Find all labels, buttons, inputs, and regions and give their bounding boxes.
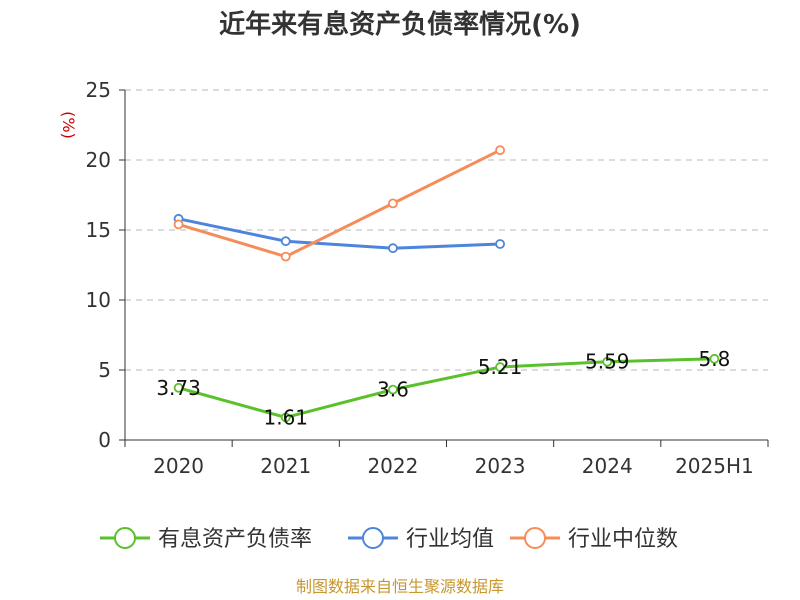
data-label: 3.6 <box>377 378 409 402</box>
legend-marker <box>524 527 546 549</box>
axes: 0 5 10 15 20 25 2020 2021 2022 2023 2024 2025H1 <box>86 78 769 478</box>
data-point <box>495 239 505 249</box>
data-point <box>388 384 398 395</box>
y-tick-label: 25 <box>86 78 111 102</box>
legend-marker <box>114 527 136 549</box>
data-point <box>602 356 613 367</box>
series-line <box>178 357 715 419</box>
data-label: 1.61 <box>263 405 308 429</box>
data-label: 5.59 <box>585 350 630 374</box>
x-tick-label: 2020 <box>153 454 204 478</box>
grid-lines <box>125 89 768 371</box>
series-line <box>178 217 501 250</box>
data-point <box>173 219 184 230</box>
series-layer <box>173 145 720 423</box>
legend-label: 有息资产负债率 <box>158 527 312 552</box>
y-tick-label: 5 <box>98 358 111 382</box>
chart-title: 近年来有息资产负债率情况(%) <box>219 9 581 40</box>
y-tick-label: 15 <box>86 218 111 242</box>
data-label: 5.8 <box>699 347 731 371</box>
data-point <box>280 236 291 247</box>
y-tick-label: 0 <box>98 428 111 452</box>
data-point <box>388 243 398 254</box>
data-point <box>495 145 505 156</box>
data-point <box>495 362 505 372</box>
data-point <box>280 251 291 262</box>
legend-label: 行业均值 <box>406 527 494 552</box>
y-axis-label: (%) <box>59 111 78 139</box>
series-line <box>178 148 501 259</box>
legend-marker <box>362 527 384 549</box>
data-point <box>388 198 398 209</box>
y-tick-label: 20 <box>86 148 111 172</box>
data-labels: 3.73 1.61 3.6 5.21 5.59 5.8 <box>156 347 730 430</box>
y-tick-label: 10 <box>86 288 111 312</box>
x-tick-label: 2023 <box>475 454 526 478</box>
x-tick-label: 2022 <box>367 454 418 478</box>
data-label: 3.73 <box>156 376 201 400</box>
x-tick-label: 2024 <box>582 454 633 478</box>
data-point <box>280 412 291 423</box>
legend-label: 行业中位数 <box>568 527 678 552</box>
data-point <box>173 382 184 393</box>
x-tick-label: 2021 <box>260 454 311 478</box>
legend: 有息资产负债率 行业均值 行业中位数 <box>100 527 678 552</box>
data-label: 5.21 <box>478 355 523 379</box>
source-note: 制图数据来自恒生聚源数据库 <box>296 577 504 596</box>
data-point <box>709 353 720 364</box>
x-tick-label: 2025H1 <box>675 454 754 478</box>
